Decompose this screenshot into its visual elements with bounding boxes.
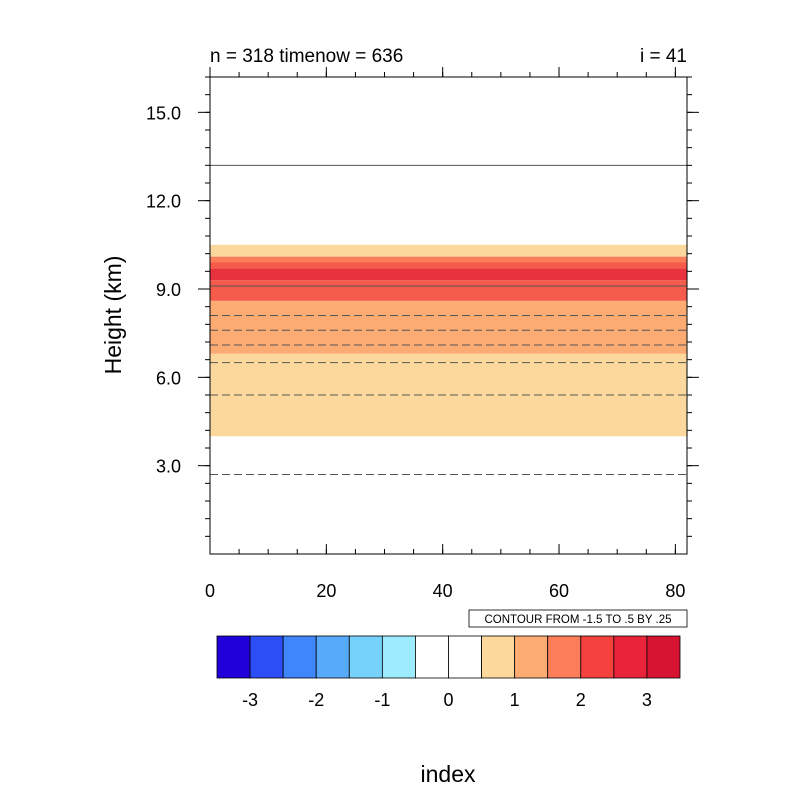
y-tick-label: 6.0	[156, 368, 181, 388]
colorbar-box	[348, 635, 383, 679]
y-tick-label: 12.0	[146, 192, 181, 212]
colorbar-box	[415, 635, 449, 679]
fill-band	[210, 353, 687, 437]
fill-bands	[210, 244, 687, 437]
x-tick-label: 0	[205, 581, 215, 601]
colorbar-box	[613, 635, 648, 679]
x-tick-label: 60	[549, 581, 569, 601]
colorbar-box	[315, 635, 350, 679]
colorbar-label: 2	[576, 690, 586, 710]
colorbar-box	[481, 635, 516, 679]
plot-frame	[209, 76, 688, 555]
colorbar-box	[249, 635, 284, 679]
colorbar-box	[547, 635, 582, 679]
colorbar-box	[282, 635, 317, 679]
colorbar-box	[514, 635, 549, 679]
x-axis-label: index	[421, 761, 476, 787]
x-tick-label: 20	[316, 581, 336, 601]
y-tick-label: 15.0	[146, 103, 181, 123]
contour-info-text: CONTOUR FROM -1.5 TO .5 BY .25	[484, 614, 671, 626]
fill-band	[210, 262, 687, 269]
fill-band	[210, 280, 687, 301]
colorbar-box	[646, 635, 681, 679]
colorbar-label: -3	[242, 690, 258, 710]
x-tick-label: 40	[433, 581, 453, 601]
contour-info-box	[468, 609, 688, 628]
fill-band	[210, 300, 687, 354]
colorbar-box	[381, 635, 416, 679]
axis-ticks: 0 20 40 60 80 3.0 6.0 9.0 12.0 15.0	[146, 67, 699, 601]
colorbar-label: -2	[308, 690, 324, 710]
y-axis-label: Height (km)	[100, 256, 126, 375]
chart-title-right: i = 41	[640, 46, 687, 67]
y-tick-label: 9.0	[156, 280, 181, 300]
y-tick-label: 3.0	[156, 457, 181, 477]
colorbar-label: 0	[443, 690, 453, 710]
contour-lines	[210, 164, 687, 475]
colorbar-box	[448, 635, 482, 679]
chart-title-left: n = 318 timenow = 636	[210, 46, 403, 67]
fill-band	[210, 256, 687, 263]
colorbar-label: -1	[374, 690, 390, 710]
colorbar-box	[216, 635, 251, 679]
colorbar-label: 3	[642, 690, 652, 710]
colorbar-label: 1	[510, 690, 520, 710]
x-tick-label: 80	[665, 581, 685, 601]
fill-band	[210, 244, 687, 257]
colorbar-box	[580, 635, 615, 679]
colorbar: -3 -2 -1 0 1 2 3	[216, 635, 681, 710]
fill-band	[210, 268, 687, 281]
